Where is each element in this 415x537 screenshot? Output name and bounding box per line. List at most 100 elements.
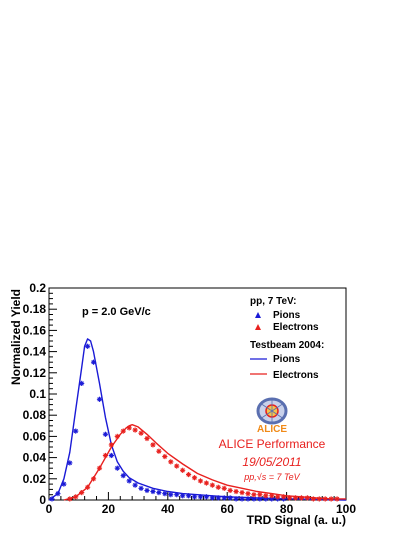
electrons-testbeam-line <box>63 424 346 501</box>
pions-data-point <box>239 496 245 502</box>
legend-pions-marker <box>255 312 261 318</box>
x-axis-title: TRD Signal (a. u.) <box>247 513 346 527</box>
legend-group2-title: Testbeam 2004: <box>250 340 324 351</box>
alice-logo: ALICE <box>256 397 288 435</box>
electrons-data-point <box>67 496 73 502</box>
pions-data-point <box>185 493 192 499</box>
electrons-data-point <box>108 442 114 448</box>
electrons-data-point <box>197 478 204 484</box>
electrons-data-point <box>328 496 334 502</box>
electrons-data-point <box>102 452 109 459</box>
electrons-data-point <box>322 496 328 502</box>
electrons-data-point <box>114 433 120 439</box>
electrons-data-point <box>191 475 198 481</box>
electrons-data-point <box>221 485 227 491</box>
pions-data-point <box>144 487 150 494</box>
electrons-data-point <box>96 465 103 471</box>
pions-data-point <box>96 396 103 402</box>
x-tick-label: 60 <box>221 502 235 516</box>
y-tick-label: 0 <box>39 493 46 507</box>
legend-pions-label: Pions <box>273 310 301 321</box>
electrons-data-point <box>286 495 293 501</box>
pions-data-point <box>61 481 67 487</box>
electrons-data-point <box>227 487 233 494</box>
legend-electrons-label: Electrons <box>273 322 319 333</box>
electrons-data-point <box>269 493 275 499</box>
x-tick-label: 20 <box>102 502 116 516</box>
electrons-data-point <box>263 493 269 499</box>
electrons-data-point <box>292 495 299 501</box>
electrons-data-point <box>203 480 210 486</box>
pions-data-point <box>221 495 227 501</box>
pions-data-point <box>227 495 233 501</box>
electrons-data-point <box>233 488 239 495</box>
electrons-data-point <box>245 491 251 497</box>
pions-data-point <box>114 465 120 471</box>
pions-data-point <box>180 493 186 499</box>
pions-data-point <box>120 473 126 479</box>
electrons-data-point <box>239 489 245 496</box>
momentum-annotation: p = 2.0 GeV/c <box>82 306 151 318</box>
electrons-data-point <box>180 467 186 473</box>
electrons-data-point <box>156 448 162 454</box>
y-tick-label: 0.1 <box>29 387 46 401</box>
pions-data-point <box>156 489 162 496</box>
pions-data-point <box>90 359 97 365</box>
electrons-data-point <box>310 496 316 502</box>
pions-data-point <box>102 431 109 437</box>
x-tick-label: 80 <box>280 502 294 516</box>
pions-data-point <box>150 488 156 495</box>
electrons-data-point <box>304 495 310 501</box>
pions-data-point <box>168 492 174 498</box>
electrons-data-point <box>251 492 257 498</box>
x-tick-label: 0 <box>46 502 53 516</box>
electrons-data-point <box>185 471 192 478</box>
x-tick-label: 100 <box>336 502 356 516</box>
pions-data-point <box>55 491 61 497</box>
pions-data-point <box>126 478 132 484</box>
y-tick-label: 0.04 <box>23 451 47 465</box>
performance-title: ALICE Performance <box>219 437 326 451</box>
pions-data-point <box>85 343 91 349</box>
pions-data-point <box>215 495 221 501</box>
pions-data-point <box>162 491 168 497</box>
electrons-data-point <box>168 459 174 465</box>
performance-date: 19/05/2011 <box>242 455 301 469</box>
pions-data-point <box>245 496 251 502</box>
performance-collision: pp,√s = 7 TeV <box>243 472 300 482</box>
pions-data-point <box>209 495 215 501</box>
electrons-data-point <box>79 489 85 496</box>
legend-electrons-marker <box>255 324 261 330</box>
electrons-data-point <box>298 495 305 501</box>
electrons-data-point <box>150 442 156 448</box>
y-tick-label: 0.2 <box>29 281 46 295</box>
electrons-data-point <box>275 494 281 500</box>
pions-data-point <box>174 492 180 498</box>
pions-data-point <box>257 496 263 502</box>
y-tick-label: 0.08 <box>23 408 47 422</box>
y-axis-title: Normalized Yield <box>9 289 23 385</box>
electrons-data-point <box>132 427 138 433</box>
electrons-data-point <box>174 463 180 469</box>
electrons-data-point <box>85 484 91 490</box>
legend-tb-electrons-label: Electrons <box>273 370 319 381</box>
pions-testbeam-line <box>48 338 347 501</box>
pions-data-point <box>138 485 144 491</box>
electrons-data-point <box>73 494 79 500</box>
electrons-data-point <box>215 484 221 490</box>
pions-data-point <box>203 494 210 500</box>
pions-data-point <box>79 380 85 386</box>
pions-data-point <box>67 460 73 466</box>
electrons-data-point <box>138 430 144 436</box>
electrons-data-point <box>281 494 287 500</box>
pions-data-point <box>132 482 138 488</box>
y-tick-label: 0.06 <box>23 429 47 443</box>
pions-data-point <box>49 496 55 502</box>
electrons-data-point <box>120 428 126 434</box>
y-tick-label: 0.02 <box>23 472 47 486</box>
electrons-data-point <box>316 496 322 502</box>
electrons-data-point <box>209 482 215 488</box>
electrons-data-point <box>126 425 132 431</box>
pions-data-point <box>73 428 79 434</box>
